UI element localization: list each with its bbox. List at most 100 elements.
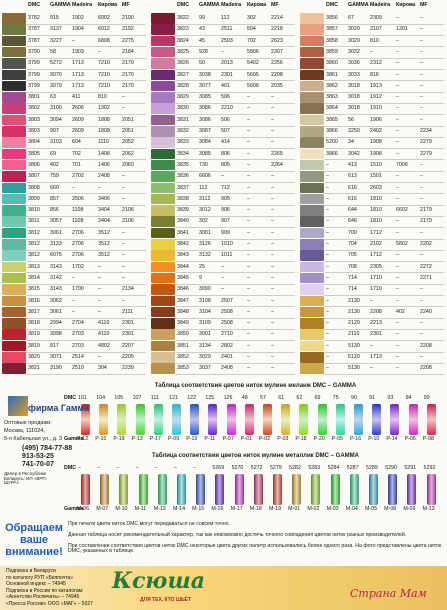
cell: 2110 [348, 331, 360, 338]
cell: 3406 [98, 195, 110, 202]
cell: – [122, 252, 125, 259]
swatch [151, 205, 175, 216]
cell: 2202 [420, 241, 432, 247]
gamma-number: M-16 [211, 506, 224, 512]
cell: – [420, 15, 423, 21]
cell: 58 [50, 48, 56, 55]
cell: – [98, 297, 101, 304]
swatch [2, 171, 26, 182]
cell: 3143 [50, 286, 62, 293]
notice: Обращаем ваше внимание! [5, 522, 63, 559]
cell: 3828 [177, 82, 189, 89]
dmc-number: 5283 [308, 465, 321, 471]
cell: 6002 [98, 15, 110, 21]
note: Данная таблица носит рекомендательный ха… [68, 532, 407, 538]
gamma-number: M-17 [230, 506, 243, 512]
swatch [151, 261, 175, 273]
cell: 856 [50, 207, 59, 214]
cell: 112 [199, 184, 208, 191]
cell: 3860 [326, 60, 338, 67]
cell: 2256 [271, 60, 283, 67]
cell: – [420, 71, 423, 78]
cell: 1011 [221, 252, 233, 259]
cell: – [326, 184, 329, 191]
gamma-number: M-10 [115, 506, 128, 512]
cell: – [396, 274, 399, 281]
cell: – [247, 263, 250, 270]
swatch [300, 114, 324, 126]
row-line [324, 362, 444, 364]
cell: – [122, 274, 125, 281]
cell: – [271, 365, 274, 372]
row-line [26, 204, 146, 206]
cell: – [271, 354, 274, 360]
cell: 3822 [177, 15, 189, 21]
cell: 2205 [122, 354, 134, 360]
cell: 3061 [50, 229, 62, 236]
cell: 3843 [177, 252, 189, 259]
cell: – [271, 229, 274, 236]
row-label: Gamma [64, 436, 84, 442]
swatch [300, 340, 324, 352]
cell: – [122, 229, 125, 236]
swatch [300, 46, 324, 58]
swatch [151, 352, 175, 363]
swatch [151, 80, 175, 92]
swatch [151, 171, 175, 182]
company-line: 5-я Кабельная ул., д. 3 [4, 436, 63, 442]
cell: 5806 [247, 48, 259, 55]
cell: 2279 [420, 150, 432, 157]
cell: – [221, 286, 224, 293]
cell: – [326, 207, 329, 214]
cell: 2051 [122, 116, 134, 123]
cell: – [221, 263, 224, 270]
column-header: GAMMA [348, 2, 369, 8]
cell: 1510 [370, 161, 382, 168]
row-line [324, 91, 444, 93]
row-line [175, 272, 295, 274]
row-line [26, 80, 146, 82]
row-line [324, 351, 444, 353]
cell: 3132 [199, 252, 211, 259]
swatch [2, 284, 26, 295]
cell: 3143 [50, 263, 62, 270]
cell: 2106 [122, 207, 134, 214]
cell: – [247, 218, 250, 225]
row-line [26, 46, 146, 48]
swatch [300, 318, 324, 329]
cell: 3142 [50, 274, 62, 281]
row-line [324, 23, 444, 25]
cell: 2208 [420, 342, 432, 349]
subscription-line: «Пресса России» ООО «МАГ» – 5027 [6, 600, 93, 607]
cell: 3834 [177, 150, 189, 157]
cell: – [420, 82, 423, 89]
company-line: 913-53-25 [22, 453, 54, 460]
cell: 3512 [98, 229, 110, 236]
row-line [26, 125, 146, 127]
row-line [324, 148, 444, 150]
swatch [151, 137, 175, 148]
cell: 3830 [177, 105, 189, 112]
cell: 2208 [370, 308, 382, 315]
row-line [324, 46, 444, 48]
cell: 3038 [199, 71, 211, 78]
swatch [2, 295, 26, 307]
gamma-number: P-15 [95, 436, 107, 442]
gamma-number: M-12 [153, 506, 166, 512]
row-line [26, 182, 146, 183]
swatch [151, 159, 175, 171]
cell: – [396, 94, 399, 101]
gamma-number: M-14 [172, 506, 186, 512]
gamma-number: P-06 [404, 436, 416, 442]
swatch [151, 114, 175, 126]
dmc-number: 62 [296, 395, 303, 401]
swatch [2, 58, 26, 69]
cell: 2508 [221, 320, 233, 327]
cell: 3803 [28, 128, 40, 134]
row-line [175, 261, 295, 263]
cell: 3839 [177, 207, 189, 214]
gamma-number: P-09 [168, 436, 180, 442]
cell: 907 [50, 128, 59, 134]
cell: 2106 [122, 218, 134, 225]
